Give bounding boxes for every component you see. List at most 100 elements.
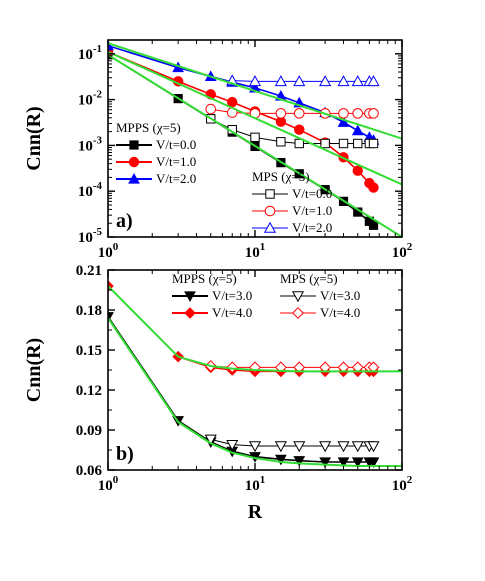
legend-title: MPS (χ=5): [252, 169, 310, 184]
series-mps-Vt20: [226, 74, 380, 87]
tick-label: 102: [392, 241, 413, 261]
data-point: [319, 441, 332, 453]
data-point: [226, 361, 239, 374]
legend-entry: V/t=1.0: [116, 154, 196, 169]
series-line: [210, 438, 374, 447]
data-point: [338, 138, 349, 149]
data-point: [319, 457, 332, 469]
tick-label: 0.21: [76, 263, 102, 279]
tick-label: 10-2: [78, 89, 103, 109]
tick-label: 10-1: [78, 43, 102, 63]
data-point: [204, 434, 217, 446]
legend-label: V/t=4.0: [212, 305, 252, 320]
data-point: [205, 103, 217, 115]
data-point: [352, 108, 364, 119]
legend-entry: V/t=0.0: [252, 186, 332, 201]
legend: MPS (χ=5) V/t=0.0 V/t=1.0 V/t=2.0: [252, 169, 332, 235]
tick-label: 100: [98, 474, 119, 494]
legend-label: V/t=2.0: [292, 220, 332, 235]
data-point: [337, 75, 350, 87]
tick-label: 10-5: [78, 226, 103, 246]
data-point: [263, 221, 277, 233]
data-point: [367, 361, 380, 374]
data-point: [367, 457, 380, 469]
data-point: [352, 165, 363, 176]
tick-label: 0.12: [76, 383, 102, 399]
tick-label: 10-4: [78, 180, 103, 200]
chart-panel-a: 100 101 102 10-5 10-4 10-3 10-2 10-1 Cnn(R) a) MPP…: [23, 39, 413, 261]
data-point: [294, 138, 304, 149]
data-point: [353, 138, 363, 149]
legend: MPPS (χ=5) V/t=3.0 V/t=4.0: [172, 271, 252, 320]
data-point: [337, 457, 350, 469]
data-point: [368, 182, 379, 193]
data-point: [276, 137, 286, 147]
fit-line: [108, 50, 402, 186]
data-point: [337, 116, 350, 127]
data-point: [367, 75, 380, 87]
data-point: [293, 441, 306, 453]
legend-label: V/t=3.0: [212, 288, 252, 303]
data-point: [319, 361, 332, 374]
data-point: [248, 441, 262, 453]
legend-title: MPPS (χ=5): [116, 120, 181, 135]
series-mps-Vt30: [204, 434, 380, 453]
tick-label: 0.06: [76, 463, 103, 479]
tick-label: 10-3: [78, 134, 103, 154]
legend-label: V/t=2.0: [156, 171, 196, 186]
legend-entry: V/t=4.0: [280, 305, 360, 320]
data-point: [294, 124, 305, 135]
legend-label: V/t=4.0: [320, 305, 360, 320]
legend-label: V/t=0.0: [292, 186, 332, 201]
data-point: [265, 189, 275, 199]
data-point: [319, 75, 332, 87]
data-point: [351, 75, 364, 87]
tick-label: 102: [392, 474, 413, 494]
legend-label: V/t=0.0: [156, 137, 196, 152]
tick-label: 100: [98, 241, 119, 261]
chart-panel-b: 100 101 102 0.06 0.09 0.12 0.15 0.18 0.21 Cnn(R) R…: [23, 263, 413, 523]
data-point: [351, 361, 364, 374]
legend-entry: V/t=1.0: [252, 203, 332, 218]
data-point: [368, 138, 379, 149]
plot-area: [108, 40, 402, 237]
data-point: [275, 108, 287, 119]
data-point: [337, 361, 350, 374]
data-point: [368, 108, 379, 119]
data-point: [293, 108, 305, 119]
data-point: [351, 457, 364, 469]
tick-label: 101: [245, 474, 266, 494]
data-point: [129, 140, 139, 150]
data-point: [337, 441, 350, 453]
data-point: [108, 40, 114, 51]
tick-label: 0.15: [76, 343, 102, 359]
data-point: [248, 75, 262, 87]
legend: MPPS (χ=5) V/t=0.0 V/t=1.0 V/t=2.0: [116, 120, 196, 186]
data-point: [250, 132, 260, 143]
data-point: [367, 441, 380, 453]
legend-entry: V/t=3.0: [280, 288, 360, 303]
legend-entry: V/t=4.0: [172, 305, 252, 320]
series-line: [108, 316, 374, 463]
legend-title: MPS (χ=5): [280, 271, 338, 286]
data-point: [293, 456, 306, 467]
data-point: [292, 307, 304, 319]
tick-label: 101: [245, 241, 266, 261]
data-point: [274, 441, 287, 453]
data-point: [293, 361, 306, 374]
fit-line: [108, 317, 402, 467]
legend-entry: V/t=0.0: [116, 137, 196, 152]
data-point: [351, 124, 364, 136]
data-point: [275, 454, 287, 466]
data-point: [368, 220, 379, 230]
fit-line: [108, 53, 402, 237]
legend-entry: V/t=3.0: [172, 288, 252, 303]
fit-line: [108, 285, 402, 373]
legend-label: V/t=1.0: [292, 203, 332, 218]
series-mpps-Vt30: [108, 312, 380, 469]
legend: MPS (χ=5) V/t=3.0 V/t=4.0: [280, 271, 360, 320]
legend-entry: V/t=2.0: [116, 171, 196, 186]
plot-area: [108, 280, 402, 469]
legend-label: V/t=1.0: [156, 154, 196, 169]
